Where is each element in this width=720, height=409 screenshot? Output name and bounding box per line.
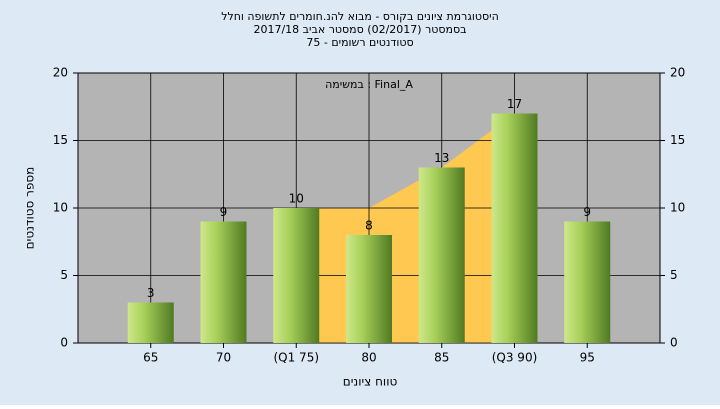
title-line: בסמסטר (02/2017) סמסטר אביב 2017/18 [253, 23, 466, 36]
bar [418, 167, 465, 343]
annotation: במשימה : Final_A [325, 78, 413, 91]
x-tick-label: (Q3 90) [492, 351, 538, 365]
value-label: 3 [147, 286, 155, 300]
y-tick-label: 0 [60, 336, 68, 350]
y2-tick-label: 10 [670, 201, 685, 215]
x-tick-label: 85 [434, 351, 449, 365]
y-tick-label: 20 [53, 66, 68, 80]
bar [200, 221, 247, 343]
x-tick-label: 70 [216, 351, 231, 365]
x-axis-label: טווח ציונים [343, 375, 398, 389]
y-tick-label: 15 [53, 133, 68, 147]
bar [127, 302, 174, 343]
y2-tick-label: 0 [670, 336, 678, 350]
title-line: היסטוגרמת ציונים בקורס - מבוא להנ.חומרים… [221, 10, 499, 23]
value-label: 17 [507, 97, 522, 111]
bar [491, 113, 538, 343]
x-tick-label: (Q1 75) [273, 351, 319, 365]
y-tick-label: 5 [60, 268, 68, 282]
y-axis-label: מספר סטודנטים [23, 167, 37, 250]
value-label: 9 [583, 205, 591, 219]
x-tick-label: 95 [580, 351, 595, 365]
y-tick-label: 10 [53, 201, 68, 215]
y2-tick-label: 5 [670, 268, 678, 282]
x-tick-label: 65 [143, 351, 158, 365]
value-label: 9 [220, 205, 228, 219]
title-line: סטודנטים רשומים - 75 [306, 36, 413, 49]
value-label: 13 [434, 151, 449, 165]
bar [346, 235, 392, 343]
value-label: 10 [289, 192, 304, 206]
x-tick-label: 80 [361, 351, 376, 365]
y2-tick-label: 15 [670, 133, 685, 147]
bar [564, 221, 611, 343]
value-label: 8 [365, 219, 373, 233]
bar [273, 208, 320, 343]
y2-tick-label: 20 [670, 66, 685, 80]
